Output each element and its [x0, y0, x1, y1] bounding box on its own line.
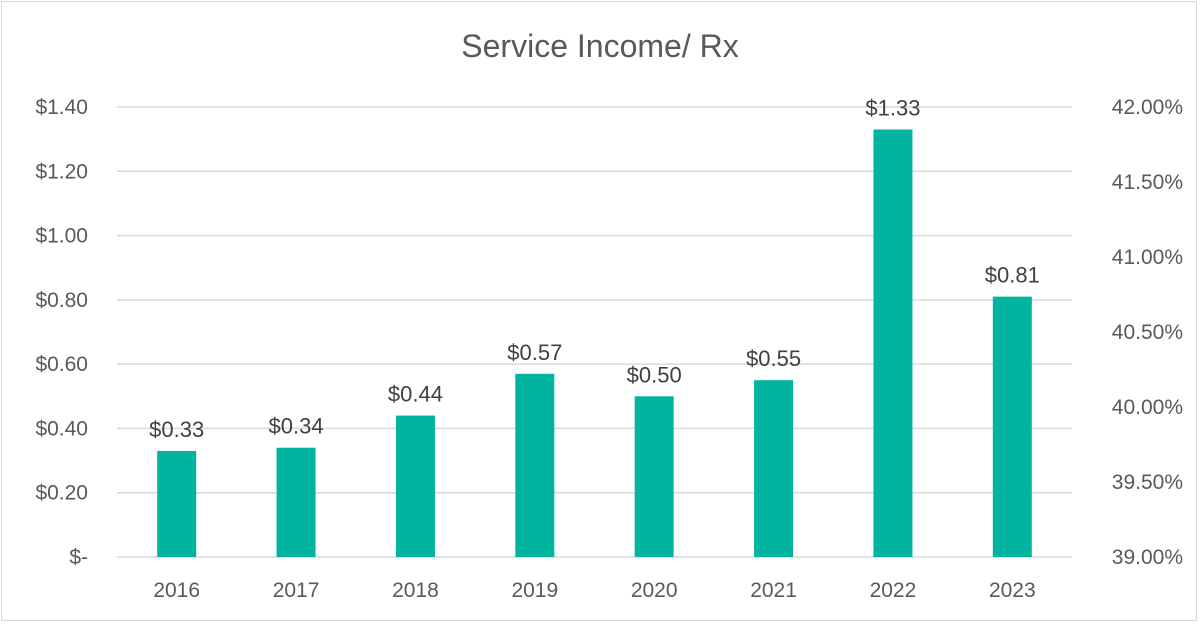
- y2-tick-label: 39.00%: [1112, 546, 1183, 569]
- y-tick-label: $-: [69, 546, 88, 569]
- x-tick-label-2018: 2018: [392, 579, 439, 602]
- data-label-2019: $0.57: [507, 340, 562, 365]
- y-tick-label: $0.80: [35, 289, 88, 312]
- bar-2018: [395, 415, 435, 557]
- data-label-2018: $0.44: [388, 382, 443, 407]
- x-tick-label-2022: 2022: [870, 579, 917, 602]
- data-label-2023: $0.81: [985, 263, 1040, 288]
- data-label-2016: $0.33: [149, 417, 204, 442]
- y-tick-label: $1.00: [35, 225, 88, 248]
- y-tick-label: $0.60: [35, 353, 88, 376]
- y-tick-label: $1.40: [35, 96, 88, 119]
- data-label-2021: $0.55: [746, 346, 801, 371]
- data-label-2017: $0.34: [269, 414, 324, 439]
- x-tick-label-2020: 2020: [631, 579, 678, 602]
- bar-2022: [873, 129, 913, 557]
- data-label-2022: $1.33: [865, 96, 920, 121]
- bar-2017: [276, 447, 316, 557]
- bar-2019: [515, 373, 555, 557]
- y2-tick-label: 40.50%: [1112, 321, 1183, 344]
- y-tick-label: $0.40: [35, 417, 88, 440]
- x-tick-label-2021: 2021: [750, 579, 797, 602]
- chart-title: Service Income/ Rx: [461, 28, 739, 64]
- y2-tick-label: 40.00%: [1112, 396, 1183, 419]
- y2-tick-label: 41.00%: [1112, 246, 1183, 269]
- x-tick-label-2016: 2016: [153, 579, 200, 602]
- y-tick-label: $0.20: [35, 482, 88, 505]
- data-labels: $0.33 $0.34 $0.44 $0.57 $0.50 $0.55 $1.33 $0.81: [149, 96, 1040, 442]
- data-label-2020: $0.50: [627, 362, 682, 387]
- bar-2021: [754, 380, 794, 557]
- gridlines: [117, 106, 1072, 558]
- x-tick-label-2017: 2017: [273, 579, 320, 602]
- bar-2020: [634, 396, 674, 557]
- axis-labels: $- $0.20 $0.40 $0.60 $0.80 $1.00 $1.20 $1.40 39.…: [35, 96, 1183, 602]
- y2-tick-label: 39.50%: [1112, 471, 1183, 494]
- y2-tick-label: 42.00%: [1112, 96, 1183, 119]
- bar-2016: [157, 450, 197, 557]
- y-tick-label: $1.20: [35, 160, 88, 183]
- bar-2023: [992, 296, 1032, 557]
- x-tick-label-2023: 2023: [989, 579, 1036, 602]
- x-tick-label-2019: 2019: [511, 579, 558, 602]
- y2-tick-label: 41.50%: [1112, 171, 1183, 194]
- bars: [157, 129, 1032, 557]
